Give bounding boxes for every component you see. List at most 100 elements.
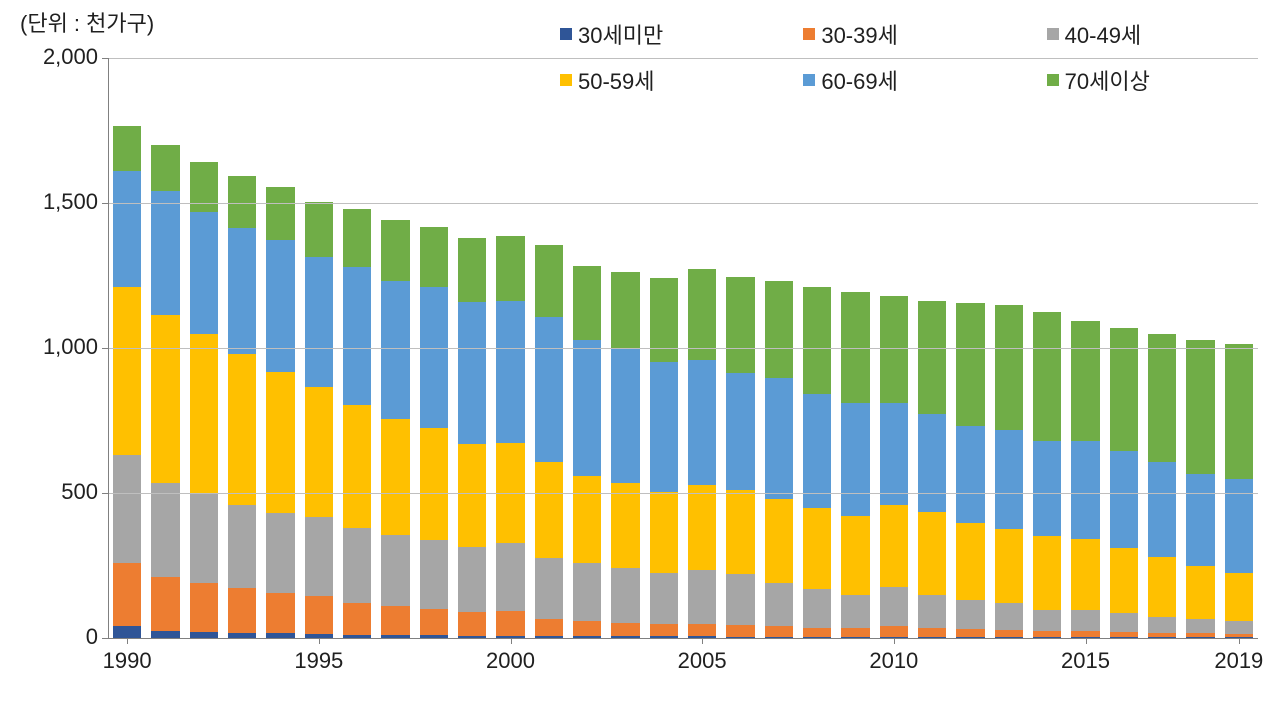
legend-swatch [803,28,815,40]
bar-column [1148,334,1176,638]
bar-segment-s2 [535,619,563,636]
bar-segment-s6 [1186,340,1214,473]
bar-segment-s5 [611,349,639,482]
bar-segment-s5 [381,281,409,419]
bar-segment-s2 [956,629,984,636]
legend-item-s2: 30-39세 [803,18,1006,50]
bar-segment-s2 [343,603,371,634]
legend-swatch [560,28,572,40]
bar-segment-s5 [918,414,946,513]
bar-column [611,272,639,638]
bar-segment-s3 [841,595,869,628]
bar-segment-s5 [535,317,563,462]
bar-segment-s4 [305,387,333,516]
bar-segment-s4 [381,419,409,535]
bar-segment-s3 [458,547,486,612]
bar-segment-s3 [151,483,179,577]
bar-segment-s5 [420,287,448,428]
x-tick-mark [511,638,512,644]
bar-segment-s4 [918,512,946,595]
y-tick-label: 1,000 [43,334,98,360]
bar-segment-s5 [995,430,1023,529]
legend-item-s1: 30세미만 [560,18,763,50]
y-gridline [108,348,1258,349]
bar-segment-s5 [1071,441,1099,538]
x-tick-mark [894,638,895,644]
bar-segment-s6 [1148,334,1176,462]
bar-column [1110,328,1138,638]
bar-segment-s3 [1225,621,1253,634]
bar-segment-s3 [1148,617,1176,633]
bar-column [918,301,946,638]
bar-segment-s5 [496,301,524,443]
bar-segment-s5 [343,267,371,405]
bar-segment-s6 [266,187,294,241]
bar-column [1071,321,1099,638]
bar-segment-s2 [458,612,486,636]
bar-segment-s3 [573,563,601,621]
bar-segment-s3 [496,543,524,611]
bar-segment-s4 [343,405,371,528]
bar-segment-s3 [420,540,448,610]
bar-segment-s4 [535,462,563,558]
y-tick-label: 1,500 [43,189,98,215]
x-tick-mark [702,638,703,644]
bar-segment-s5 [765,378,793,498]
x-tick-label: 2019 [1214,648,1263,674]
bar-segment-s4 [1225,573,1253,621]
bar-column [305,202,333,638]
y-gridline [108,203,1258,204]
bar-segment-s2 [573,621,601,636]
x-tick-label: 2010 [869,648,918,674]
legend-item-s3: 40-49세 [1047,18,1250,50]
bar-column [803,287,831,638]
x-tick-mark [1239,638,1240,644]
bar-column [688,269,716,638]
bar-segment-s2 [765,626,793,636]
bar-segment-s2 [841,628,869,637]
y-tick-label: 0 [86,624,98,650]
bar-segment-s2 [420,609,448,635]
x-tick-mark [127,638,128,644]
bar-segment-s4 [650,492,678,573]
bar-segment-s3 [1033,610,1061,632]
bar-segment-s4 [1110,548,1138,613]
bar-column [650,278,678,638]
bar-segment-s6 [803,287,831,394]
x-tick-label: 2000 [486,648,535,674]
bar-segment-s3 [650,573,678,624]
bar-segment-s5 [1186,474,1214,567]
bar-segment-s2 [496,611,524,636]
bar-column [343,209,371,638]
bar-segment-s5 [726,373,754,490]
bar-segment-s4 [841,516,869,594]
bar-segment-s6 [190,162,218,211]
x-tick-mark [319,638,320,644]
bar-column [726,277,754,638]
bar-segment-s4 [458,444,486,547]
bar-segment-s6 [151,145,179,191]
bar-column [496,236,524,638]
bar-column [190,162,218,638]
bar-segment-s3 [228,505,256,588]
bar-segment-s2 [381,606,409,635]
x-tick-label: 1990 [103,648,152,674]
bar-segment-s3 [305,517,333,597]
bar-segment-s3 [726,574,754,625]
unit-label: (단위 : 천가구) [20,6,154,38]
bar-segment-s3 [113,455,141,562]
bar-segment-s5 [956,426,984,523]
bar-segment-s3 [765,583,793,627]
bar-segment-s4 [726,490,754,574]
bar-segment-s6 [611,272,639,349]
bar-segment-s4 [1186,566,1214,618]
bar-segment-s6 [458,238,486,302]
bar-segment-s6 [995,305,1023,430]
bar-segment-s2 [113,563,141,627]
bar-column [765,281,793,638]
bar-column [841,292,869,639]
bar-segment-s6 [1225,344,1253,479]
bar-segment-s6 [496,236,524,301]
bar-segment-s4 [688,485,716,571]
bar-segment-s4 [190,334,218,494]
